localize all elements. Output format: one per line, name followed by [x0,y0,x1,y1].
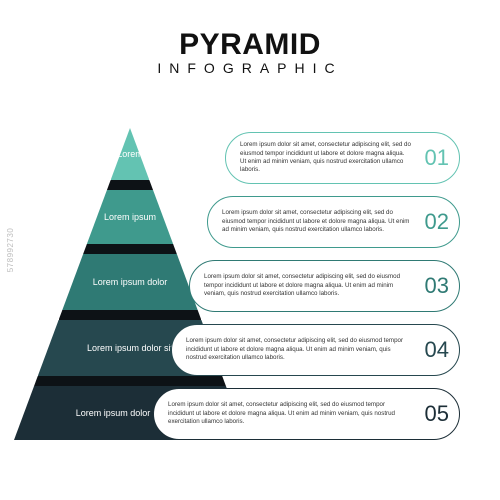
callout-text: Lorem ipsum dolor sit amet, consectetur … [204,273,411,298]
callout-5: Lorem ipsum dolor sit amet, consectetur … [153,388,460,440]
pyramid-layer-3: Lorem ipsum dolor [62,254,197,310]
callout-3: Lorem ipsum dolor sit amet, consectetur … [189,260,460,312]
title-sub: INFOGRAPHIC [0,60,500,76]
callout-2: Lorem ipsum dolor sit amet, consectetur … [207,196,460,248]
callout-1: Lorem ipsum dolor sit amet, consectetur … [225,132,460,184]
callout-number: 01 [425,145,449,171]
title-main: PYRAMID [0,28,500,62]
infographic-stage: Lorem Lorem ipsum Lorem ipsum dolor Lorem i… [0,110,500,470]
callout-number: 02 [425,209,449,235]
pyramid-gap [59,310,202,320]
callout-text: Lorem ipsum dolor sit amet, consectetur … [240,141,411,174]
callout-text: Lorem ipsum dolor sit amet, consectetur … [186,337,411,362]
callout-number: 05 [425,401,449,427]
pyramid-gap [34,376,226,386]
pyramid-layer-1: Lorem [111,128,150,180]
pyramid-gap [83,244,177,254]
pyramid-layer-label: Lorem ipsum dolor sit [87,343,173,353]
pyramid-layer-2: Lorem ipsum [87,190,173,244]
pyramid-layer-label: Lorem [117,149,143,159]
title-block: PYRAMID INFOGRAPHIC [0,0,500,76]
callout-4: Lorem ipsum dolor sit amet, consectetur … [171,324,460,376]
pyramid-gap [107,180,153,190]
pyramid-layer-label: Lorem ipsum dolor [93,277,168,287]
callout-number: 03 [425,273,449,299]
callout-text: Lorem ipsum dolor sit amet, consectetur … [222,209,411,234]
callout-number: 04 [425,337,449,363]
pyramid-layer-label: Lorem ipsum [104,212,156,222]
callout-text: Lorem ipsum dolor sit amet, consectetur … [168,401,411,426]
